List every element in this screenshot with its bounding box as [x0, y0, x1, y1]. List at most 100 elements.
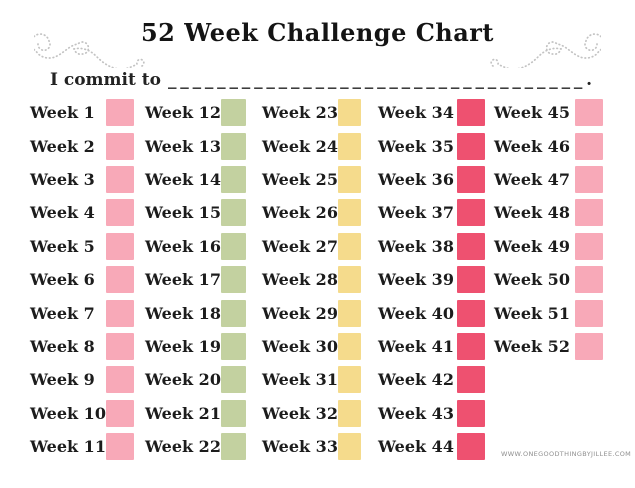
week-checkbox[interactable]: [220, 266, 246, 294]
week-checkbox[interactable]: [106, 165, 134, 193]
week-row: Week 31: [262, 363, 361, 396]
week-label: Week 12: [145, 103, 221, 123]
week-label: Week 28: [262, 270, 338, 290]
week-label: Week 36: [378, 169, 454, 189]
week-checkbox[interactable]: [457, 433, 485, 461]
week-checkbox[interactable]: [106, 99, 134, 127]
week-checkbox[interactable]: [575, 165, 603, 193]
week-row: Week 15: [145, 196, 246, 229]
week-checkbox[interactable]: [575, 99, 603, 127]
commit-line: I commit to _____________________________…: [50, 70, 610, 90]
week-label: Week 41: [378, 336, 454, 356]
week-label: Week 29: [262, 303, 338, 323]
week-label: Week 30: [262, 336, 338, 356]
week-checkbox[interactable]: [337, 132, 361, 160]
week-checkbox[interactable]: [220, 199, 246, 227]
week-label: Week 1: [30, 103, 95, 123]
week-row: Week 13: [145, 129, 246, 162]
week-column-weeks-23-33: Week 23 Week 24 Week 25 Week 26 Week 27 Week …: [262, 96, 361, 463]
week-row: Week 22: [145, 430, 246, 463]
week-column-weeks-1-11: Week 1 Week 2 Week 3 Week 4 Week 5 Week 6 Week…: [30, 96, 134, 463]
week-checkbox[interactable]: [106, 433, 134, 461]
week-checkbox[interactable]: [337, 266, 361, 294]
week-checkbox[interactable]: [220, 332, 246, 360]
week-label: Week 25: [262, 169, 338, 189]
week-checkbox[interactable]: [337, 399, 361, 427]
week-checkbox[interactable]: [106, 366, 134, 394]
week-row: Week 1: [30, 96, 134, 129]
week-checkbox[interactable]: [457, 199, 485, 227]
week-column-weeks-12-22: Week 12 Week 13 Week 14 Week 15 Week 16 Week …: [145, 96, 246, 463]
week-label: Week 16: [145, 236, 221, 256]
week-checkbox[interactable]: [337, 433, 361, 461]
week-checkbox[interactable]: [220, 165, 246, 193]
week-label: Week 5: [30, 236, 95, 256]
week-checkbox[interactable]: [575, 232, 603, 260]
week-checkbox[interactable]: [106, 132, 134, 160]
week-checkbox[interactable]: [337, 332, 361, 360]
week-row: Week 2: [30, 129, 134, 162]
week-label: Week 51: [494, 303, 570, 323]
week-checkbox[interactable]: [337, 366, 361, 394]
week-checkbox[interactable]: [457, 399, 485, 427]
week-row: Week 20: [145, 363, 246, 396]
week-checkbox[interactable]: [106, 299, 134, 327]
weeks-grid: Week 1 Week 2 Week 3 Week 4 Week 5 Week 6 Week…: [0, 96, 635, 466]
week-checkbox[interactable]: [220, 232, 246, 260]
week-row: Week 44: [378, 430, 485, 463]
week-checkbox[interactable]: [106, 399, 134, 427]
week-checkbox[interactable]: [575, 299, 603, 327]
week-checkbox[interactable]: [337, 299, 361, 327]
week-checkbox[interactable]: [337, 199, 361, 227]
week-label: Week 10: [30, 403, 106, 423]
week-label: Week 47: [494, 169, 570, 189]
week-checkbox[interactable]: [106, 266, 134, 294]
week-checkbox[interactable]: [220, 366, 246, 394]
commit-blank-line[interactable]: __________________________________: [167, 70, 587, 90]
week-checkbox[interactable]: [337, 99, 361, 127]
week-checkbox[interactable]: [575, 266, 603, 294]
week-row: Week 10: [30, 397, 134, 430]
week-row: Week 42: [378, 363, 485, 396]
week-row: Week 29: [262, 296, 361, 329]
week-label: Week 17: [145, 270, 221, 290]
week-row: Week 40: [378, 296, 485, 329]
week-checkbox[interactable]: [457, 165, 485, 193]
week-label: Week 22: [145, 437, 221, 457]
week-label: Week 7: [30, 303, 95, 323]
week-checkbox[interactable]: [457, 366, 485, 394]
week-checkbox[interactable]: [575, 332, 603, 360]
week-checkbox[interactable]: [457, 332, 485, 360]
week-label: Week 24: [262, 136, 338, 156]
week-checkbox[interactable]: [457, 266, 485, 294]
week-label: Week 23: [262, 103, 338, 123]
week-row: Week 34: [378, 96, 485, 129]
week-checkbox[interactable]: [457, 99, 485, 127]
week-checkbox[interactable]: [220, 132, 246, 160]
week-checkbox[interactable]: [337, 165, 361, 193]
week-checkbox[interactable]: [220, 433, 246, 461]
week-row: Week 41: [378, 330, 485, 363]
week-checkbox[interactable]: [457, 232, 485, 260]
week-label: Week 35: [378, 136, 454, 156]
week-checkbox[interactable]: [106, 232, 134, 260]
week-checkbox[interactable]: [220, 399, 246, 427]
week-checkbox[interactable]: [337, 232, 361, 260]
week-label: Week 40: [378, 303, 454, 323]
week-checkbox[interactable]: [106, 199, 134, 227]
week-checkbox[interactable]: [457, 132, 485, 160]
week-row: Week 35: [378, 129, 485, 162]
week-row: Week 8: [30, 330, 134, 363]
week-row: Week 24: [262, 129, 361, 162]
week-checkbox[interactable]: [106, 332, 134, 360]
week-checkbox[interactable]: [575, 132, 603, 160]
week-label: Week 9: [30, 370, 95, 390]
week-checkbox[interactable]: [457, 299, 485, 327]
week-label: Week 42: [378, 370, 454, 390]
week-label: Week 45: [494, 103, 570, 123]
week-checkbox[interactable]: [220, 299, 246, 327]
week-checkbox[interactable]: [220, 99, 246, 127]
week-checkbox[interactable]: [575, 199, 603, 227]
week-row: Week 39: [378, 263, 485, 296]
